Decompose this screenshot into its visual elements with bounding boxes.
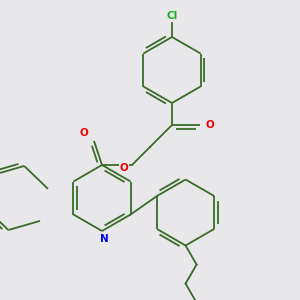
Text: O: O [80,128,88,138]
Text: O: O [206,120,214,130]
Text: O: O [120,163,128,173]
Text: N: N [100,234,108,244]
Text: Cl: Cl [167,11,178,21]
